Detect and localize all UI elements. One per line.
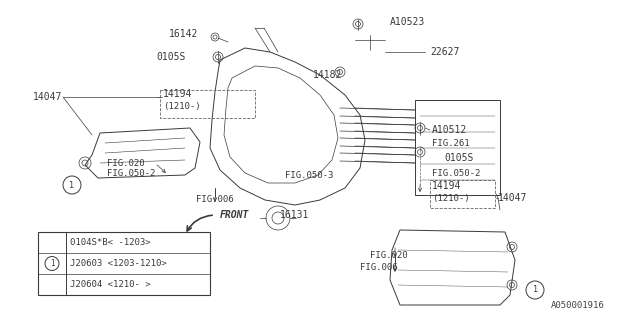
- Text: A050001916: A050001916: [551, 301, 605, 310]
- Text: 14182: 14182: [312, 70, 342, 80]
- Text: FIG.006: FIG.006: [360, 262, 397, 271]
- Text: FIG.050-2: FIG.050-2: [432, 170, 481, 179]
- Text: 0105S: 0105S: [444, 153, 474, 163]
- Text: 1: 1: [50, 259, 54, 268]
- Text: FRONT: FRONT: [220, 210, 250, 220]
- Text: FIG.020: FIG.020: [370, 251, 408, 260]
- Text: J20604 <1210- >: J20604 <1210- >: [70, 280, 150, 289]
- Text: 14047: 14047: [33, 92, 62, 102]
- Text: FIG.050-3: FIG.050-3: [285, 171, 333, 180]
- Text: 16131: 16131: [280, 210, 309, 220]
- Text: FIG.006: FIG.006: [196, 196, 234, 204]
- Text: A10512: A10512: [432, 125, 467, 135]
- Text: J20603 <1203-1210>: J20603 <1203-1210>: [70, 259, 167, 268]
- Text: 14194: 14194: [163, 89, 193, 99]
- Text: (1210-): (1210-): [163, 101, 200, 110]
- Text: A10523: A10523: [390, 17, 425, 27]
- Text: 0104S*B< -1203>: 0104S*B< -1203>: [70, 238, 150, 247]
- Text: FIG.261: FIG.261: [432, 140, 470, 148]
- Text: 14047: 14047: [498, 193, 527, 203]
- Text: FIG.020: FIG.020: [107, 158, 145, 167]
- Text: 0105S: 0105S: [157, 52, 186, 62]
- Text: 1: 1: [70, 180, 74, 189]
- Text: 14194: 14194: [432, 181, 461, 191]
- Text: (1210-): (1210-): [432, 194, 470, 203]
- Text: 1: 1: [532, 285, 538, 294]
- Text: 16142: 16142: [168, 29, 198, 39]
- Text: FIG.050-2: FIG.050-2: [107, 170, 156, 179]
- Text: 22627: 22627: [430, 47, 460, 57]
